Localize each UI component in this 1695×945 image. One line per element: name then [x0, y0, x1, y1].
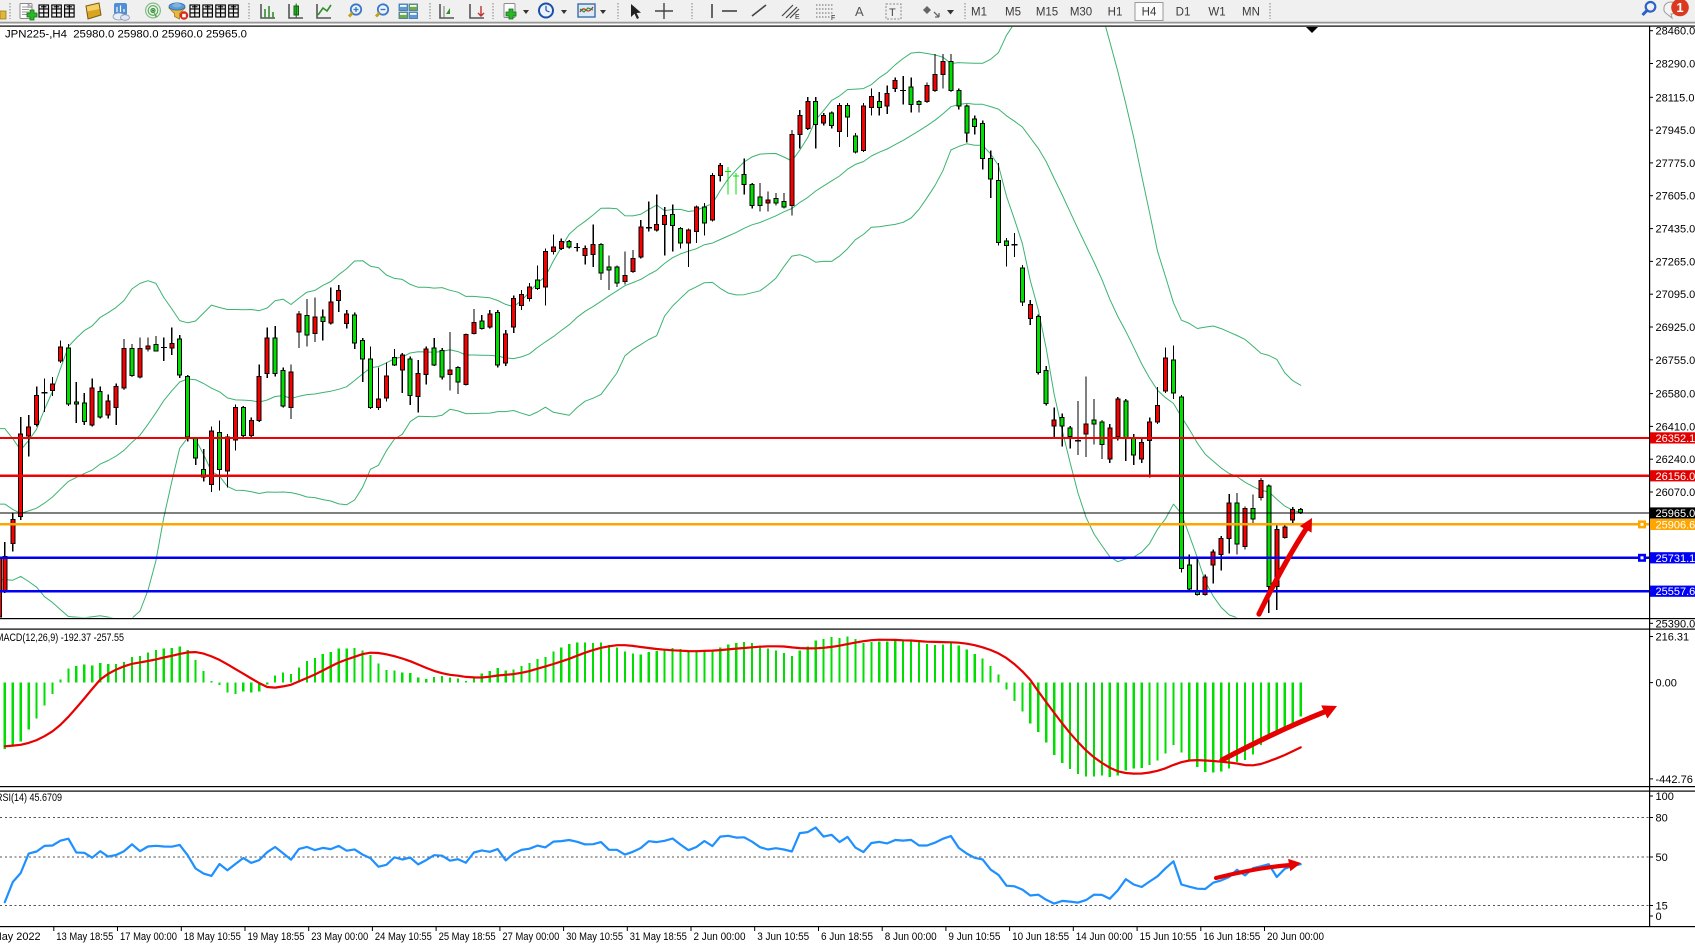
svg-text:1: 1	[1676, 0, 1683, 15]
svg-text:A: A	[855, 4, 864, 19]
svg-text:RSI(14) 45.6709: RSI(14) 45.6709	[0, 792, 62, 804]
svg-text:28115.0: 28115.0	[1656, 92, 1695, 104]
svg-text:24 May 10:55: 24 May 10:55	[375, 931, 432, 943]
svg-text:May 2022: May 2022	[0, 931, 41, 943]
svg-text:M30: M30	[1070, 7, 1092, 19]
svg-text:27605.0: 27605.0	[1656, 191, 1695, 203]
svg-text:25965.0: 25965.0	[1656, 508, 1695, 520]
svg-text:27945.0: 27945.0	[1656, 125, 1695, 137]
svg-text:31 May 18:55: 31 May 18:55	[630, 931, 687, 943]
svg-text:13 May 18:55: 13 May 18:55	[56, 931, 113, 943]
svg-text:100: 100	[1656, 791, 1674, 803]
svg-text:28460.0: 28460.0	[1656, 26, 1695, 38]
svg-text:19 May 18:55: 19 May 18:55	[248, 931, 305, 943]
svg-text:M5: M5	[1005, 7, 1021, 19]
svg-text:27265.0: 27265.0	[1656, 256, 1695, 268]
svg-text:14 Jun 00:00: 14 Jun 00:00	[1076, 931, 1133, 943]
svg-text:27 May 00:00: 27 May 00:00	[502, 931, 559, 943]
svg-text:D1: D1	[1176, 7, 1191, 19]
svg-text:26070.0: 26070.0	[1656, 487, 1695, 499]
svg-text:26580.0: 26580.0	[1656, 389, 1695, 401]
svg-text:23 May 00:00: 23 May 00:00	[311, 931, 368, 943]
svg-text:26410.0: 26410.0	[1656, 421, 1695, 433]
svg-text:27775.0: 27775.0	[1656, 158, 1695, 170]
svg-text:F: F	[831, 15, 835, 22]
svg-text:9 Jun 10:55: 9 Jun 10:55	[948, 931, 1000, 943]
svg-text:16 Jun 18:55: 16 Jun 18:55	[1203, 931, 1260, 943]
svg-text:80: 80	[1656, 813, 1668, 825]
svg-text:W1: W1	[1208, 7, 1225, 19]
svg-text:18 May 10:55: 18 May 10:55	[184, 931, 241, 943]
svg-text:20 Jun 00:00: 20 Jun 00:00	[1267, 931, 1324, 943]
svg-text:50: 50	[1656, 852, 1668, 864]
svg-text:-442.76: -442.76	[1656, 774, 1693, 786]
svg-text:0.00: 0.00	[1656, 678, 1677, 690]
svg-text:25906.6: 25906.6	[1656, 519, 1695, 531]
svg-text:27435.0: 27435.0	[1656, 224, 1695, 236]
svg-text:6 Jun 18:55: 6 Jun 18:55	[821, 931, 873, 943]
svg-text:MN: MN	[1242, 7, 1260, 19]
svg-text:216.31: 216.31	[1656, 632, 1690, 644]
svg-text:10 Jun 18:55: 10 Jun 18:55	[1012, 931, 1069, 943]
svg-text:25 May 18:55: 25 May 18:55	[439, 931, 496, 943]
svg-text:M1: M1	[971, 7, 987, 19]
svg-text:25390.0: 25390.0	[1656, 618, 1695, 630]
svg-text:25557.6: 25557.6	[1656, 586, 1695, 598]
svg-text:25731.1: 25731.1	[1656, 553, 1695, 565]
svg-text:MACD(12,26,9) -192.37 -257.55: MACD(12,26,9) -192.37 -257.55	[0, 632, 124, 644]
svg-text:26755.0: 26755.0	[1656, 355, 1695, 367]
svg-text:26156.0: 26156.0	[1656, 471, 1695, 483]
svg-text:H4: H4	[1142, 7, 1157, 19]
svg-text:H1: H1	[1108, 7, 1123, 19]
svg-text:15 Jun 10:55: 15 Jun 10:55	[1140, 931, 1197, 943]
svg-text:3 Jun 10:55: 3 Jun 10:55	[757, 931, 809, 943]
svg-text:8 Jun 00:00: 8 Jun 00:00	[885, 931, 937, 943]
svg-text:E: E	[795, 14, 800, 21]
svg-text:T: T	[889, 7, 896, 19]
svg-text:2 Jun 00:00: 2 Jun 00:00	[694, 931, 746, 943]
svg-text:M15: M15	[1036, 7, 1058, 19]
svg-text:26925.0: 26925.0	[1656, 322, 1695, 334]
svg-text:17 May 00:00: 17 May 00:00	[120, 931, 177, 943]
svg-text:26352.1: 26352.1	[1656, 433, 1695, 445]
svg-text:26240.0: 26240.0	[1656, 454, 1695, 466]
svg-text:27095.0: 27095.0	[1656, 289, 1695, 301]
svg-text:30 May 10:55: 30 May 10:55	[566, 931, 623, 943]
svg-text:15: 15	[1656, 901, 1668, 913]
svg-text:JPN225-,H4 25980.0 25980.0 25: JPN225-,H4 25980.0 25980.0 25960.0 25965…	[5, 29, 247, 41]
svg-text:28290.0: 28290.0	[1656, 59, 1695, 71]
svg-text:0: 0	[1656, 911, 1662, 923]
